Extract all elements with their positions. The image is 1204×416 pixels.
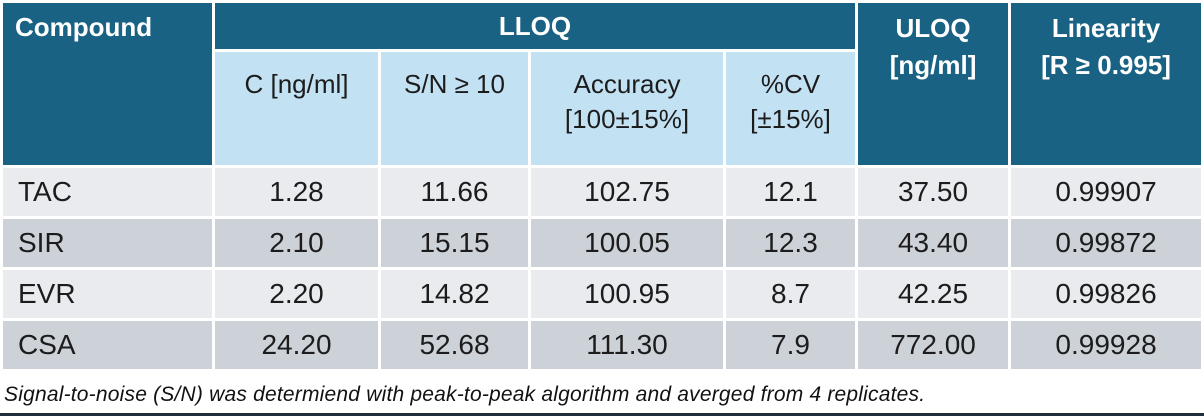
uloq-cell: 37.50: [858, 168, 1009, 216]
table-footnote: Signal-to-noise (S/N) was determiend wit…: [4, 383, 926, 406]
accuracy-label-line2: [100±15%]: [564, 104, 690, 134]
signal-to-noise-cell: 15.15: [381, 219, 528, 267]
linearity-cell: 0.99907: [1011, 168, 1202, 216]
compound-cell: TAC: [3, 168, 212, 216]
uloq-cell: 42.25: [858, 270, 1009, 318]
subcolumn-header-accuracy: Accuracy [100±15%]: [531, 52, 723, 165]
validation-table: Compound LLOQ ULOQ [ng/ml] Linearity [R …: [3, 3, 1202, 369]
cv-cell: 12.1: [726, 168, 856, 216]
uloq-cell: 772.00: [858, 321, 1009, 369]
accuracy-label-line1: Accuracy: [573, 69, 681, 99]
accuracy-cell: 100.05: [531, 219, 723, 267]
linearity-label-line1: Linearity: [1051, 13, 1161, 43]
uloq-label-line2: [ng/ml]: [889, 50, 977, 80]
accuracy-cell: 111.30: [531, 321, 723, 369]
table-row-evr: EVR 2.20 14.82 100.95 8.7 42.25 0.99826: [3, 270, 1202, 318]
cv-cell: 8.7: [726, 270, 856, 318]
uloq-cell: 43.40: [858, 219, 1009, 267]
compound-cell: CSA: [3, 321, 212, 369]
table-row-sir: SIR 2.10 15.15 100.05 12.3 43.40 0.99872: [3, 219, 1202, 267]
accuracy-cell: 100.95: [531, 270, 723, 318]
cv-cell: 7.9: [726, 321, 856, 369]
cv-label-line2: [±15%]: [750, 104, 831, 134]
uloq-label-line1: ULOQ: [895, 13, 971, 43]
column-header-compound: Compound: [3, 3, 212, 165]
compound-cell: SIR: [3, 219, 212, 267]
lloq-concentration-cell: 2.10: [215, 219, 378, 267]
accuracy-cell: 102.75: [531, 168, 723, 216]
lloq-concentration-cell: 2.20: [215, 270, 378, 318]
linearity-cell: 0.99826: [1011, 270, 1202, 318]
linearity-cell: 0.99872: [1011, 219, 1202, 267]
subcolumn-header-cv: %CV [±15%]: [726, 52, 856, 165]
table-row-tac: TAC 1.28 11.66 102.75 12.1 37.50 0.99907: [3, 168, 1202, 216]
column-group-header-lloq: LLOQ: [215, 3, 856, 49]
subcolumn-header-signal-to-noise: S/N ≥ 10: [381, 52, 528, 165]
table-header: Compound LLOQ ULOQ [ng/ml] Linearity [R …: [3, 3, 1202, 165]
signal-to-noise-cell: 14.82: [381, 270, 528, 318]
compound-cell: EVR: [3, 270, 212, 318]
column-header-uloq: ULOQ [ng/ml]: [858, 3, 1009, 165]
bottom-divider: [0, 413, 1204, 416]
subcolumn-header-concentration: C [ng/ml]: [215, 52, 378, 165]
signal-to-noise-cell: 52.68: [381, 321, 528, 369]
lloq-concentration-cell: 24.20: [215, 321, 378, 369]
linearity-label-line2: [R ≥ 0.995]: [1041, 50, 1171, 80]
cv-label-line1: %CV: [760, 69, 821, 99]
signal-to-noise-cell: 11.66: [381, 168, 528, 216]
lloq-concentration-cell: 1.28: [215, 168, 378, 216]
table-row-csa: CSA 24.20 52.68 111.30 7.9 772.00 0.9992…: [3, 321, 1202, 369]
linearity-cell: 0.99928: [1011, 321, 1202, 369]
cv-cell: 12.3: [726, 219, 856, 267]
column-header-linearity: Linearity [R ≥ 0.995]: [1011, 3, 1202, 165]
table-body: TAC 1.28 11.66 102.75 12.1 37.50 0.99907…: [3, 168, 1202, 369]
